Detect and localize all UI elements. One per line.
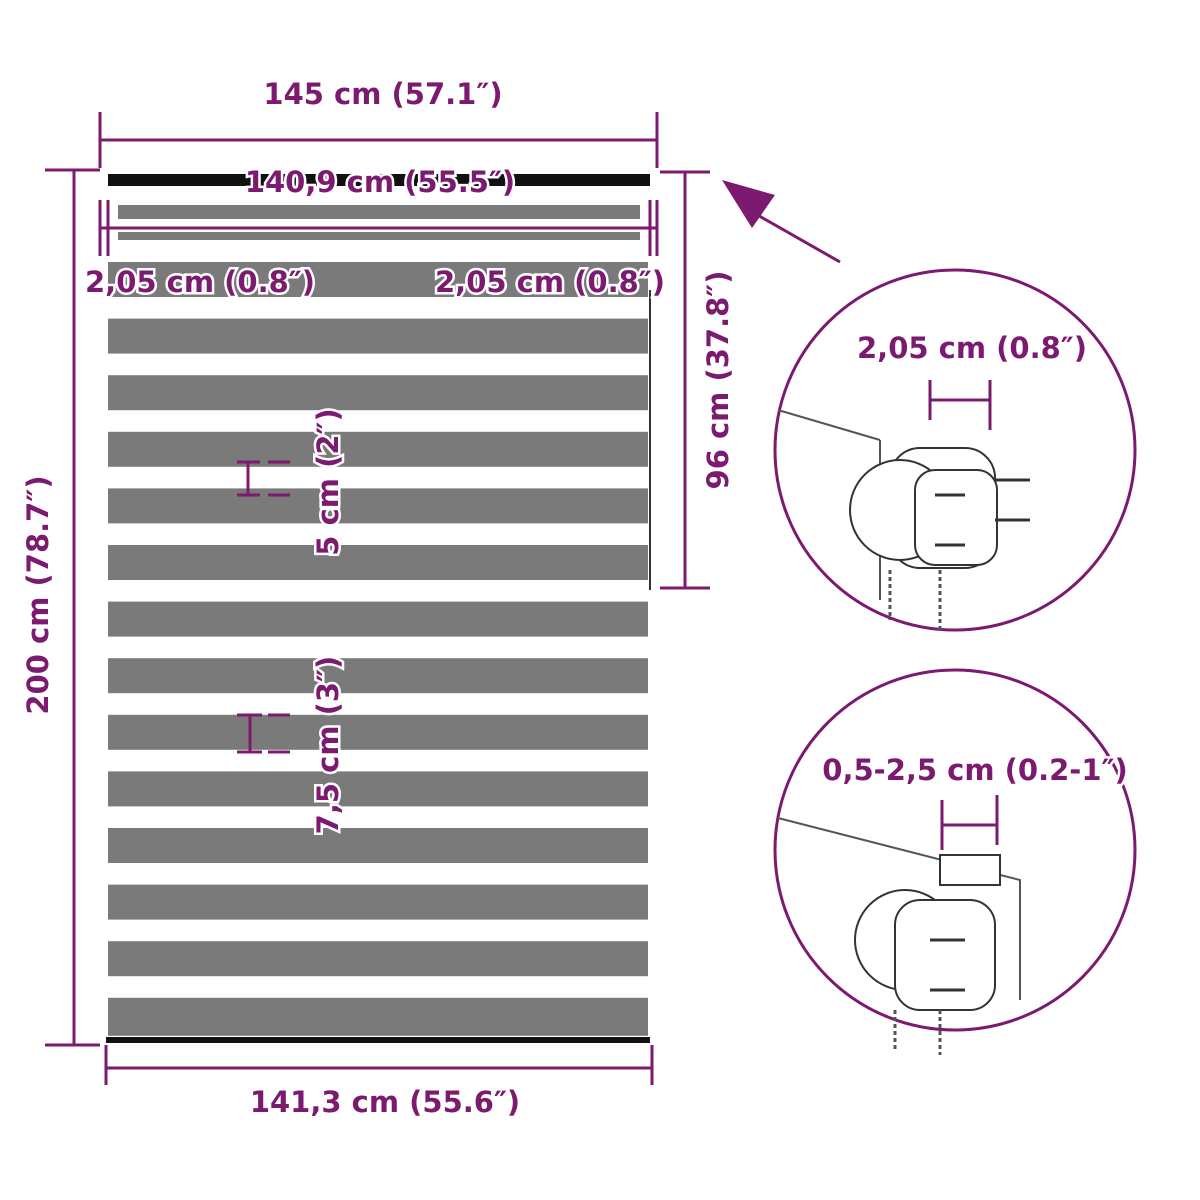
left-margin-label: 2,05 cm (0.8″) [85,265,315,299]
detail-circle-top [773,268,1137,632]
top-fabric-band [118,205,640,219]
fabric-stripe [108,997,648,1036]
bottom-width-label: 141,3 cm (55.6″) [250,1085,520,1119]
total-height-label: 200 cm (78.7″) [21,475,55,714]
fabric-stripe [108,318,648,354]
detail-top-label: 2,05 cm (0.8″) [857,331,1087,365]
fabric-stripe [108,545,648,580]
dimension-lines [45,112,841,1085]
right-margin-label: 2,05 cm (0.8″) [435,265,665,299]
fabric-stripe [108,488,648,524]
total-width-label: 145 cm (57.1″) [263,77,502,111]
wide-stripe-label: 7,5 cm (3″) [311,656,345,835]
partial-height-label: 96 cm (37.8″) [701,271,735,490]
fabric-stripe [108,884,648,920]
fabric-stripe [108,431,648,467]
fabric-stripe [108,714,648,750]
fabric-stripe [108,941,648,977]
narrow-stripe-label: 5 cm (2″) [311,408,345,555]
arrow-icon [722,180,775,228]
fabric-stripe [108,375,648,411]
detail-circle-bottom [773,668,1137,1055]
fabric-stripe [108,828,648,863]
fabric-stripe [108,771,648,807]
top-fabric-band-thin [118,232,640,240]
fabric-stripe [108,658,648,694]
fabric-stripes [108,262,648,1036]
tube-width-label: 140,9 cm (55.5″) [245,165,515,199]
fabric-stripe [108,262,648,297]
fabric-stripe [108,601,648,637]
detail-bottom-label: 0,5-2,5 cm (0.2-1″) [822,753,1127,787]
